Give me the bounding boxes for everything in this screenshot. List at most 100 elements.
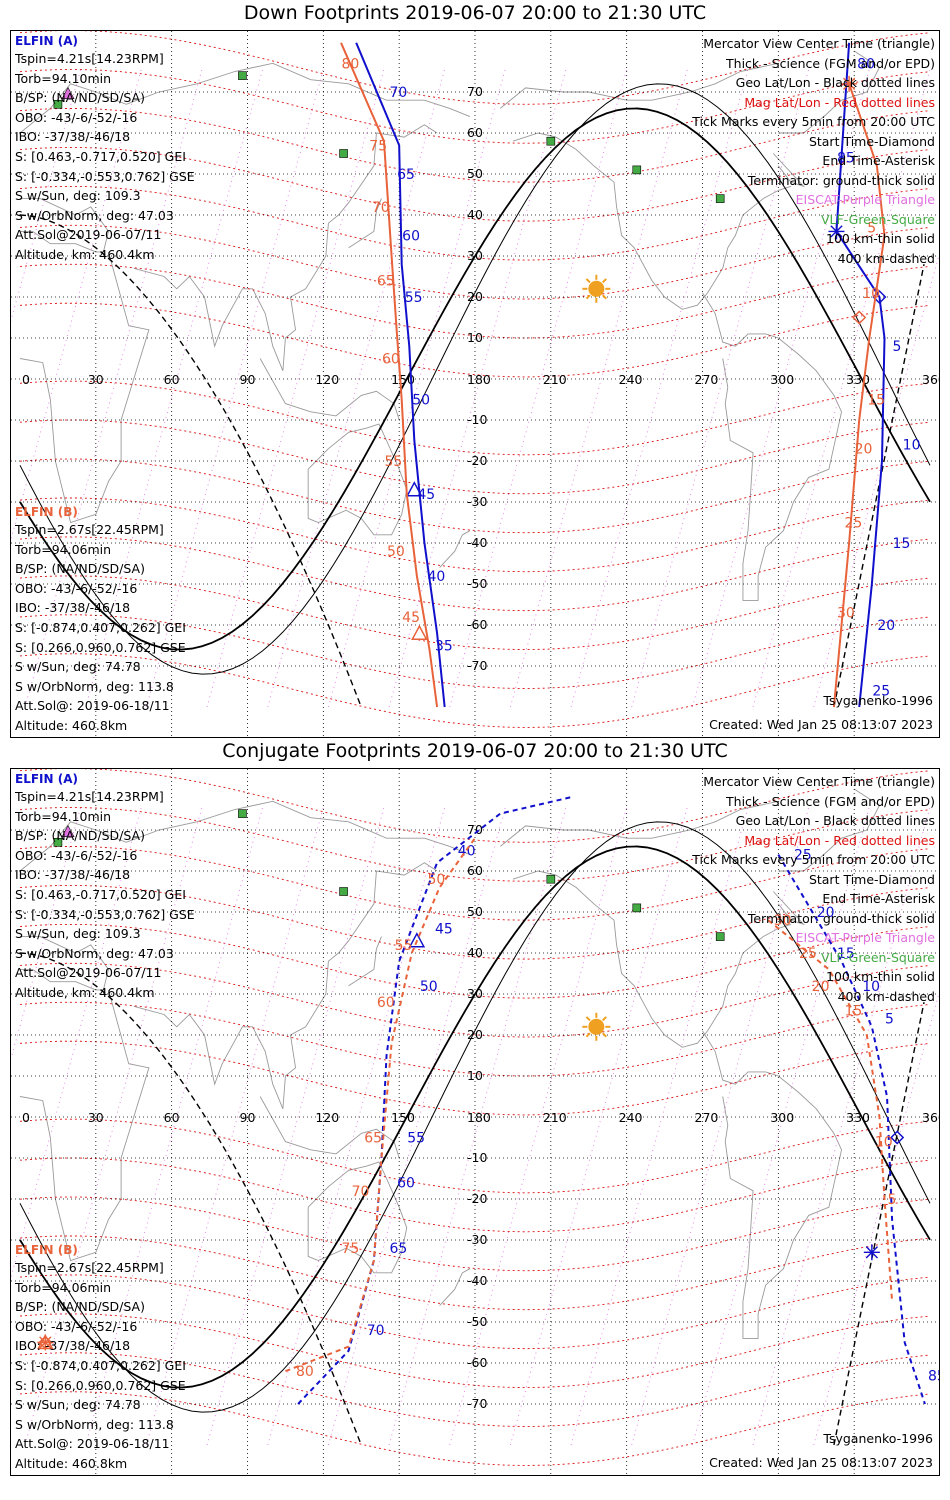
lon-tick-label: 360: [922, 372, 940, 387]
coastlines: [19, 788, 881, 1339]
panel-title: Conjugate Footprints 2019-06-07 20:00 to…: [222, 740, 728, 762]
coastline: [772, 153, 806, 188]
vlf-station-marker: [715, 194, 725, 203]
lon-tick-label: 300: [770, 1110, 794, 1125]
track-tick-label: 15: [867, 393, 885, 409]
info-line: S w/OrbNorm, deg: 47.03: [15, 207, 174, 223]
view-triangle: [411, 624, 428, 640]
lat-tick-label: -40: [467, 1273, 487, 1288]
info-line: S w/OrbNorm, deg: 113.8: [15, 678, 174, 694]
track-tick-label: 10: [862, 979, 880, 995]
info-line: OBO: -43/-6/-52/-16: [15, 847, 138, 863]
eiscat-marker: [61, 87, 75, 99]
sun-ray: [585, 294, 591, 300]
vlf-station-marker: [632, 903, 642, 913]
lon-tick-label: 120: [315, 372, 339, 387]
info-line: B/SP: (NA/ND/SD/SA): [15, 1299, 145, 1315]
elfin-b-track-segment: [832, 83, 886, 708]
mag-lon-line: [510, 67, 689, 708]
lon-tick-label: 0: [22, 372, 30, 387]
legend-item: Geo Lat/Lon - Black dotted lines: [735, 813, 935, 828]
lat-tick-label: -70: [467, 658, 487, 673]
end-asterisk: [830, 225, 843, 238]
info-line: S: [0.463,-0.717,0.520] GEI: [15, 886, 186, 902]
elfin-a-track-segment: [777, 854, 926, 1405]
lat-tick-label: 60: [467, 125, 483, 140]
panel-title: Down Footprints 2019-06-07 20:00 to 21:3…: [243, 2, 707, 24]
elfin-b-track-segment: [767, 919, 894, 1302]
info-line: Tspin=4.21s[14.23RPM]: [15, 789, 164, 804]
lon-tick-label: 60: [164, 1110, 180, 1125]
info-line: S: [0.266,0.960,0.762] GSE: [15, 639, 186, 655]
info-line: Torb=94.10min: [15, 70, 112, 86]
mag-lon-line: [449, 805, 628, 1446]
sun-ray: [601, 294, 607, 300]
info-line: S w/Sun, deg: 109.3: [15, 188, 141, 204]
info-line: Altitude: 460.8km: [15, 1455, 128, 1471]
legend-item: Terminator: ground-thick solid: [747, 910, 935, 926]
coastline: [702, 292, 842, 601]
track-tick-label: 20: [855, 442, 873, 458]
info-line: IBO: -37/38/-46/18: [15, 600, 131, 616]
info-line: Tspin=2.67s[22.45RPM]: [15, 522, 164, 537]
mag-lon-line: [692, 67, 871, 708]
mag-lon-line: [206, 67, 385, 708]
legend-item: Thick - Science (FGM and/or EPD): [726, 793, 935, 809]
terminator-dashed: [833, 1002, 925, 1446]
lon-tick-label: 180: [467, 372, 491, 387]
track-tick-label: 20: [877, 618, 895, 634]
mag-lon-line: [570, 805, 749, 1446]
lon-tick-label: 330: [846, 1110, 870, 1125]
info-line: S w/OrbNorm, deg: 113.8: [15, 1416, 174, 1432]
track-tick-label: 75: [342, 1241, 360, 1257]
mag-lon-line: [206, 805, 385, 1446]
lat-tick-label: -20: [467, 1191, 487, 1206]
geo-grid: [11, 769, 939, 1475]
coastline: [259, 358, 400, 421]
mag-lat-line: [19, 302, 931, 378]
coastline: [772, 891, 806, 926]
track-tick-label: 45: [435, 921, 453, 937]
legend-item: Mercator View Center Time (triangle): [703, 774, 935, 789]
info-line: Att.Sol@2019-06-07/11: [15, 965, 162, 981]
track-tick-label: 70: [367, 1323, 385, 1339]
mag-lat-line: [19, 31, 931, 105]
coastline: [19, 62, 471, 134]
elfin-b-info: ELFIN (B) Tspin=2.67s[22.45RPM] Torb=94.06…: [15, 1243, 186, 1474]
mag-lon-line: [752, 805, 931, 1446]
mag-lon-line: [146, 67, 325, 708]
track-tick-label: 5: [893, 339, 902, 355]
track-tick-label: 45: [417, 487, 435, 503]
coastline: [512, 132, 792, 310]
elfin-b-track: [285, 837, 476, 1373]
legend-item: Start Time-Diamond: [808, 871, 935, 887]
lat-tick-label: 10: [467, 330, 483, 345]
info-line: Att.Sol@2019-06-07/11: [15, 227, 162, 243]
legend-item: Start Time-Diamond: [808, 133, 935, 149]
mag-lat-line: [19, 575, 931, 651]
legend-item: VLF-Green-Square: [820, 949, 935, 965]
coastline: [499, 62, 779, 109]
track-tick-label: 50: [412, 393, 430, 409]
vlf-station-marker: [715, 932, 725, 941]
mag-lat-line: [19, 1040, 931, 1116]
lon-tick-label: 240: [619, 372, 643, 387]
legend-item: Thick - Science (FGM and/or EPD): [726, 55, 935, 71]
legend-item: Geo Lat/Lon - Black dotted lines: [735, 75, 935, 90]
lat-tick-label: -30: [467, 1232, 487, 1247]
terminator-line: [19, 83, 931, 675]
legend-item: EISCAT-Purple Triangle: [795, 930, 935, 945]
mag-lon-line: [146, 805, 325, 1446]
end-asterisk: [842, 77, 856, 90]
info-title: ELFIN (B): [15, 1243, 78, 1257]
terminator-line: [19, 107, 931, 651]
elfin-b-info: ELFIN (B) Tspin=2.67s[22.45RPM] Torb=94.06…: [15, 505, 186, 736]
info-line: Altitude, km: 460.4km: [15, 246, 155, 262]
mag-lat-line: [19, 846, 931, 921]
info-line: B/SP: (NA/ND/SD/SA): [15, 828, 145, 844]
mag-lon-line: [510, 805, 689, 1446]
info-line: S w/OrbNorm, deg: 47.03: [15, 945, 174, 961]
legend-item: Tick Marks every 5min from 20:00 UTC: [692, 114, 935, 129]
lat-tick-label: 20: [467, 1027, 483, 1042]
lon-tick-label: 210: [543, 372, 567, 387]
